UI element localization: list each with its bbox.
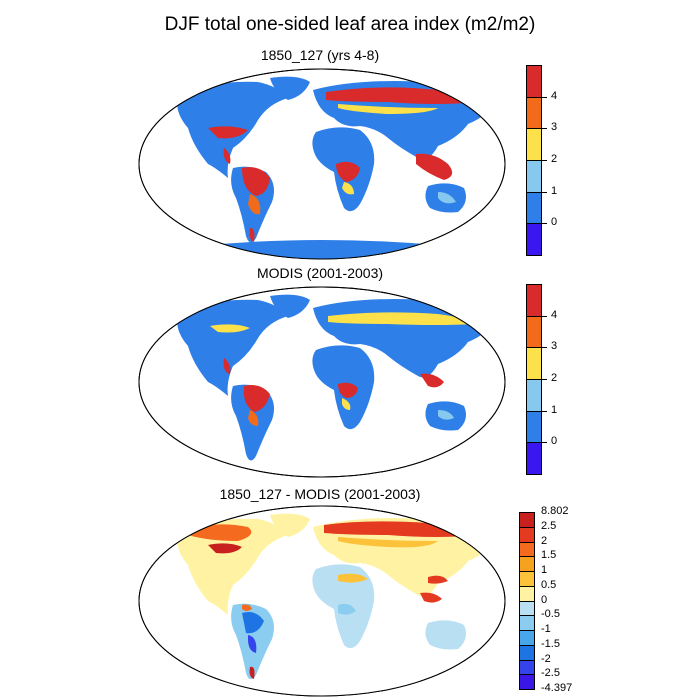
colorbar-tick [542, 191, 547, 193]
colorbar-label: 8.802 [541, 505, 569, 517]
colorbar-panel-2: 4 3 2 1 0 [526, 284, 557, 475]
colorbar-swatch [526, 96, 542, 130]
colorbar-panel-1: 4 3 2 1 0 [526, 65, 557, 256]
colorbar-swatch [526, 160, 542, 193]
colorbar-tick [542, 379, 547, 380]
colorbar-tick [542, 160, 547, 161]
map-panel-1 [138, 68, 506, 260]
colorbar-label: 1.5 [541, 549, 557, 562]
colorbar-tick [542, 442, 547, 444]
colorbar-swatch [519, 571, 535, 587]
land-greenland [270, 76, 310, 100]
colorbar-swatch [519, 659, 535, 676]
colorbar-label: 0 [551, 216, 558, 229]
colorbar-swatch [526, 315, 542, 349]
colorbar-label: -4.397 [541, 682, 573, 694]
colorbar-swatch [519, 585, 535, 602]
colorbar-label: 2 [551, 372, 558, 384]
colorbar-swatch [519, 630, 535, 646]
panel-title-2: MODIS (2001-2003) [256, 265, 384, 281]
colorbar-label: 1 [551, 184, 558, 197]
colorbar-label: 3 [551, 340, 558, 353]
colorbar-label: 2.5 [541, 519, 557, 532]
colorbar-swatch [526, 191, 542, 225]
colorbar-tick [542, 315, 547, 317]
colorbar-swatch [519, 512, 535, 528]
colorbar-panel-3: 8.802 2.5 2 1.5 1 0.5 0 -0.5 -1 -1.5 -2 -2.5 -4.397 [519, 505, 572, 694]
colorbar-swatch [519, 541, 535, 558]
colorbar-label: 0 [551, 435, 558, 448]
colorbar-tick [542, 347, 547, 349]
figure-title: DJF total one-sided leaf area index (m2/… [164, 14, 536, 35]
colorbar-label: 3 [551, 121, 558, 134]
colorbar-label: 0 [541, 593, 548, 606]
colorbar-swatch [519, 615, 535, 631]
colorbar-tick [542, 410, 547, 412]
map-panel-2 [138, 286, 506, 478]
colorbar-label: -0.5 [541, 608, 560, 621]
colorbar-label: -2.5 [541, 667, 560, 680]
colorbar-swatch [519, 600, 535, 617]
panel-title-3: 1850_127 - MODIS (2001-2003) [219, 486, 421, 502]
colorbar-label: 1 [541, 564, 548, 576]
colorbar-swatch [526, 284, 542, 317]
colorbar-label: -2 [541, 652, 551, 665]
panel-title-1: 1850_127 (yrs 4-8) [260, 47, 380, 63]
colorbar-swatch [519, 644, 535, 661]
colorbar-label: -1 [541, 623, 551, 635]
colorbar-swatch [526, 442, 542, 475]
colorbar-tick [542, 128, 547, 130]
colorbar-tick [542, 223, 547, 225]
map-panel-3 [138, 505, 506, 697]
colorbar-label: 1 [551, 403, 558, 416]
colorbar-swatch [526, 347, 542, 380]
colorbar-swatch [519, 674, 535, 690]
colorbar-swatch [526, 223, 542, 256]
land-antarctica [198, 240, 448, 259]
colorbar-swatch [526, 410, 542, 444]
colorbar-label: 4 [551, 89, 558, 102]
colorbar-label: -1.5 [541, 637, 560, 650]
colorbar-label: 2 [551, 153, 558, 165]
colorbar-swatch [526, 128, 542, 161]
colorbar-swatch [519, 526, 535, 543]
colorbar-label: 0.5 [541, 578, 557, 591]
colorbar-swatch [526, 379, 542, 412]
colorbar-label: 2 [541, 534, 548, 547]
colorbar-tick [542, 96, 547, 98]
colorbar-label: 4 [551, 308, 558, 321]
colorbar-swatch [519, 556, 535, 572]
colorbar-swatch [526, 65, 542, 98]
